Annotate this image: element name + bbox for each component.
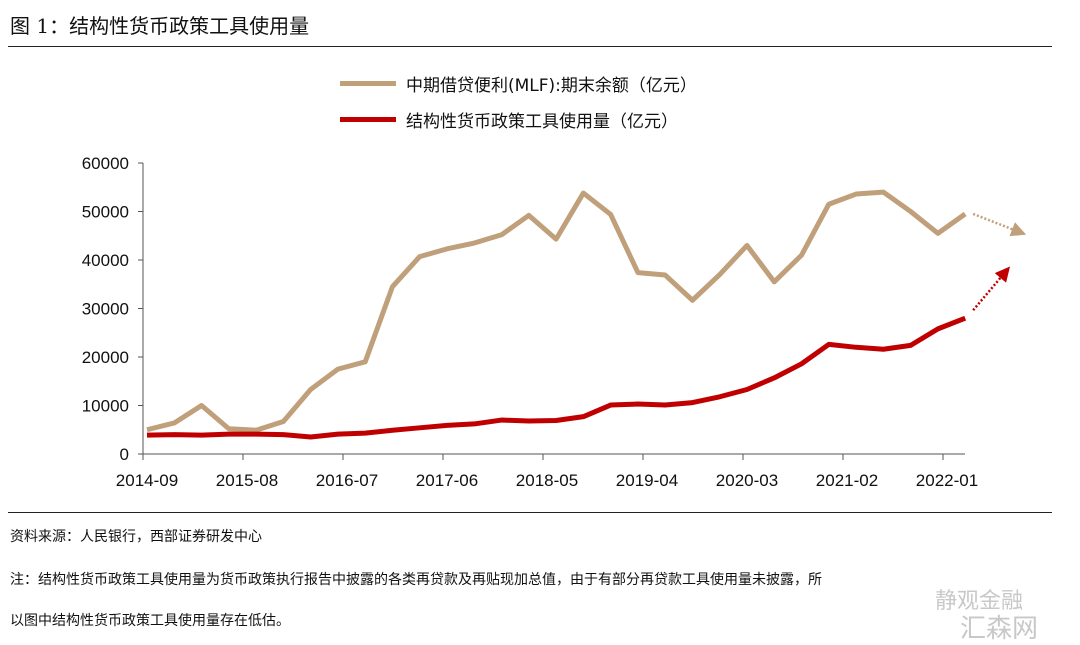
y-tick-label: 20000 [82, 348, 129, 367]
x-tick-label: 2014-09 [116, 471, 178, 490]
y-tick-label: 0 [120, 445, 129, 464]
source-text: 资料来源：人民银行，西部证券研发中心 [10, 526, 262, 546]
y-tick-label: 10000 [82, 397, 129, 416]
x-tick-label: 2019-04 [616, 471, 678, 490]
x-tick-label: 2020-03 [716, 471, 778, 490]
y-tick-label: 30000 [82, 300, 129, 319]
note-text-line1: 注：结构性货币政策工具使用量为货币政策执行报告中披露的各类再贷款及再贴现加总值，… [10, 569, 822, 589]
trend-arrow-1 [973, 272, 1005, 310]
y-tick-label: 40000 [82, 251, 129, 270]
series-line-1 [147, 318, 965, 437]
note-text-line2: 以图中结构性货币政策工具使用量存在低估。 [10, 610, 290, 630]
x-tick-label: 2021-02 [816, 471, 878, 490]
bottom-divider [8, 512, 1052, 513]
x-tick-label: 2016-07 [316, 471, 378, 490]
x-tick-label: 2015-08 [216, 471, 278, 490]
watermark-2: 汇森网 [960, 608, 1038, 645]
x-tick-label: 2018-05 [516, 471, 578, 490]
series-line-0 [147, 192, 965, 430]
trend-arrow-0 [973, 214, 1019, 232]
y-tick-label: 50000 [82, 203, 129, 222]
x-tick-label: 2017-06 [416, 471, 478, 490]
y-tick-label: 60000 [82, 154, 129, 173]
x-tick-label: 2022-01 [916, 471, 978, 490]
